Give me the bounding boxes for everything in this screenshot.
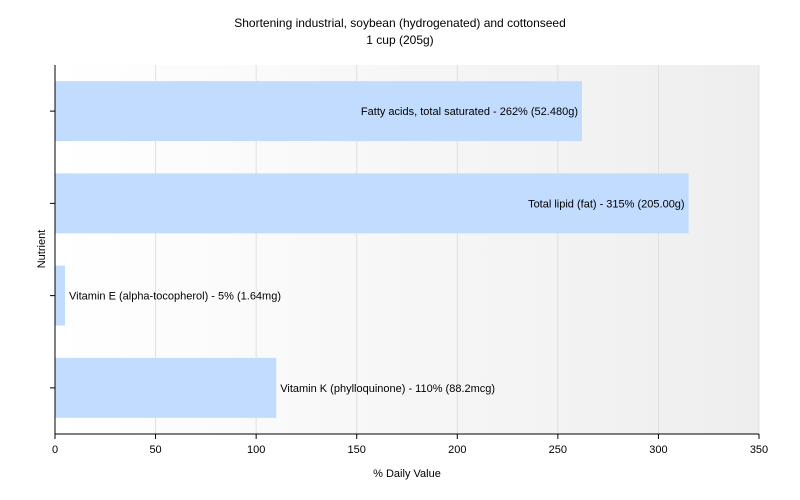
x-tick-label: 150 — [348, 444, 366, 456]
bar — [55, 81, 582, 142]
bar-label: Total lipid (fat) - 315% (205.00g) — [528, 198, 685, 210]
x-axis-ticks: 0 50 100 150 200 250 300 350 — [52, 434, 768, 456]
bar — [55, 265, 66, 326]
x-tick-label: 350 — [750, 444, 768, 456]
y-axis-label: Nutrient — [36, 230, 48, 269]
x-tick-label: 200 — [448, 444, 466, 456]
bar-label: Vitamin E (alpha-tocopherol) - 5% (1.64m… — [69, 291, 281, 303]
bar-labels: Fatty acids, total saturated - 262% (52.… — [69, 106, 685, 395]
x-axis-label: % Daily Value — [373, 468, 441, 480]
bars — [55, 81, 689, 418]
bar — [55, 357, 277, 418]
y-axis-ticks — [50, 110, 55, 389]
bar-label: Vitamin K (phylloquinone) - 110% (88.2mc… — [280, 383, 495, 395]
x-tick-label: 100 — [247, 444, 265, 456]
bar-label: Fatty acids, total saturated - 262% (52.… — [361, 106, 578, 118]
x-tick-label: 300 — [649, 444, 667, 456]
x-tick-label: 0 — [52, 444, 58, 456]
bar — [55, 173, 689, 234]
x-tick-label: 50 — [149, 444, 161, 456]
chart-subtitle: 1 cup (205g) — [366, 33, 433, 47]
x-tick-label: 250 — [549, 444, 567, 456]
chart-title: Shortening industrial, soybean (hydrogen… — [234, 16, 566, 30]
